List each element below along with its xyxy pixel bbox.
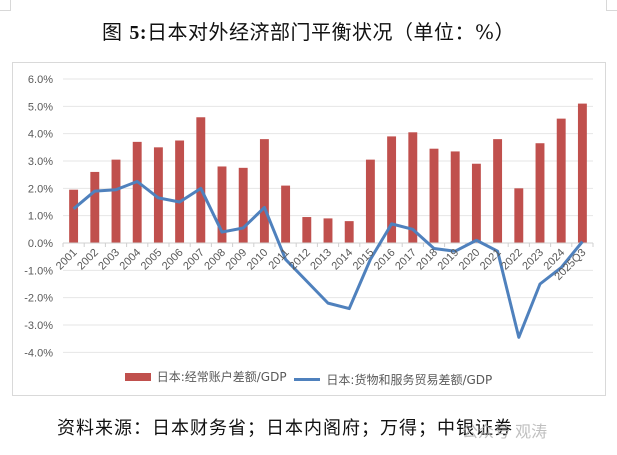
x-tick-label: 2005 [139,247,165,273]
x-tick-label: 2010 [245,247,271,273]
page-corner-mark [606,0,617,11]
x-tick-label: 2003 [96,247,122,273]
x-tick-label: 2015 [351,247,377,273]
x-tick-label: 2013 [308,247,334,273]
x-tick-label: 2012 [287,247,313,273]
bar-2002 [90,171,100,243]
bar-2024 [556,118,566,243]
x-tick-label: 2008 [202,247,228,273]
page-corner-mark [0,0,11,11]
bar-2016 [387,136,397,243]
x-tick-label: 2022 [499,247,525,273]
bar-2011 [281,185,291,243]
bar-2012 [302,217,312,243]
source-note: 资料来源：日本财务省；日本内阁府；万得；中银证券 [57,418,513,439]
legend-label-current-account: 日本:经常账户差额/GDP [156,370,287,384]
bar-2023 [535,143,545,243]
x-tick-label: 2004 [118,247,144,273]
line-swatch-icon [294,377,321,381]
x-tick-label: 2023 [520,247,546,273]
figure-title-prefix: 图 [101,20,130,44]
bar-2009 [238,167,248,243]
bar-2022 [514,188,524,243]
bar-2010 [259,139,269,243]
x-tick-label: 2020 [457,247,483,273]
y-tick-label: -4.0% [24,347,53,359]
y-tick-label: 6.0% [28,74,53,86]
bar-2015 [365,159,375,243]
x-tick-label: 2011 [267,247,292,272]
chart-frame [12,62,606,396]
figure-title: 图 5:日本对外经济部门平衡状况（单位：%） [0,16,617,45]
bar-2005 [153,147,163,243]
y-tick-label: -3.0% [24,320,53,332]
y-tick-label: 3.0% [28,156,53,168]
legend-item-trade-balance: 日本:货物和服务贸易差额/GDP [294,371,492,388]
x-tick-label: 2017 [393,247,419,273]
bar-2013 [323,218,333,243]
legend-item-current-account: 日本:经常账户差额/GDP [124,368,287,385]
bar-2017 [408,132,418,243]
y-tick-label: -1.0% [24,265,53,277]
x-tick-label: 2006 [160,247,186,273]
y-tick-label: 5.0% [28,101,53,113]
bar-2003 [111,159,121,243]
bar-2001 [69,189,79,243]
x-tick-label: 2007 [181,247,207,273]
watermark: 公众号 观涛 [462,422,548,441]
x-tick-label: 2002 [75,247,101,273]
x-tick-label: 2014 [330,247,356,273]
bar-2021 [493,139,503,243]
bar-2007 [196,117,206,243]
y-tick-label: 4.0% [28,129,53,141]
chart-legend: 日本:经常账户差额/GDP 日本:货物和服务贸易差额/GDP [0,368,617,388]
figure-number: 5: [129,22,147,44]
bar-2014 [344,221,354,243]
x-tick-label: 2018 [414,247,440,273]
y-tick-label: 0.0% [28,238,53,250]
x-tick-label: 2001 [54,247,80,273]
y-tick-label: 1.0% [28,211,53,223]
legend-label-trade-balance: 日本:货物和服务贸易差额/GDP [326,372,493,387]
trade-balance-line [72,180,584,339]
bar-swatch-icon [124,372,151,381]
bar-2006 [175,140,185,243]
bar-2025Q3 [577,103,587,243]
chart-plot: 6.0% 5.0% 4.0% 3.0% 2.0% 1.0% 0.0% -1.0% -2.0% -3… [24,74,594,359]
bar-2020 [471,163,481,243]
bar-2019 [450,151,460,243]
figure-title-text: 日本对外经济部门平衡状况（单位：%） [147,20,516,44]
bar-2008 [217,166,227,243]
bar-2004 [132,141,142,243]
bar-2018 [429,148,439,243]
y-tick-label: 2.0% [28,183,53,195]
x-tick-label: 2009 [224,247,250,273]
y-tick-label: -2.0% [24,293,53,305]
